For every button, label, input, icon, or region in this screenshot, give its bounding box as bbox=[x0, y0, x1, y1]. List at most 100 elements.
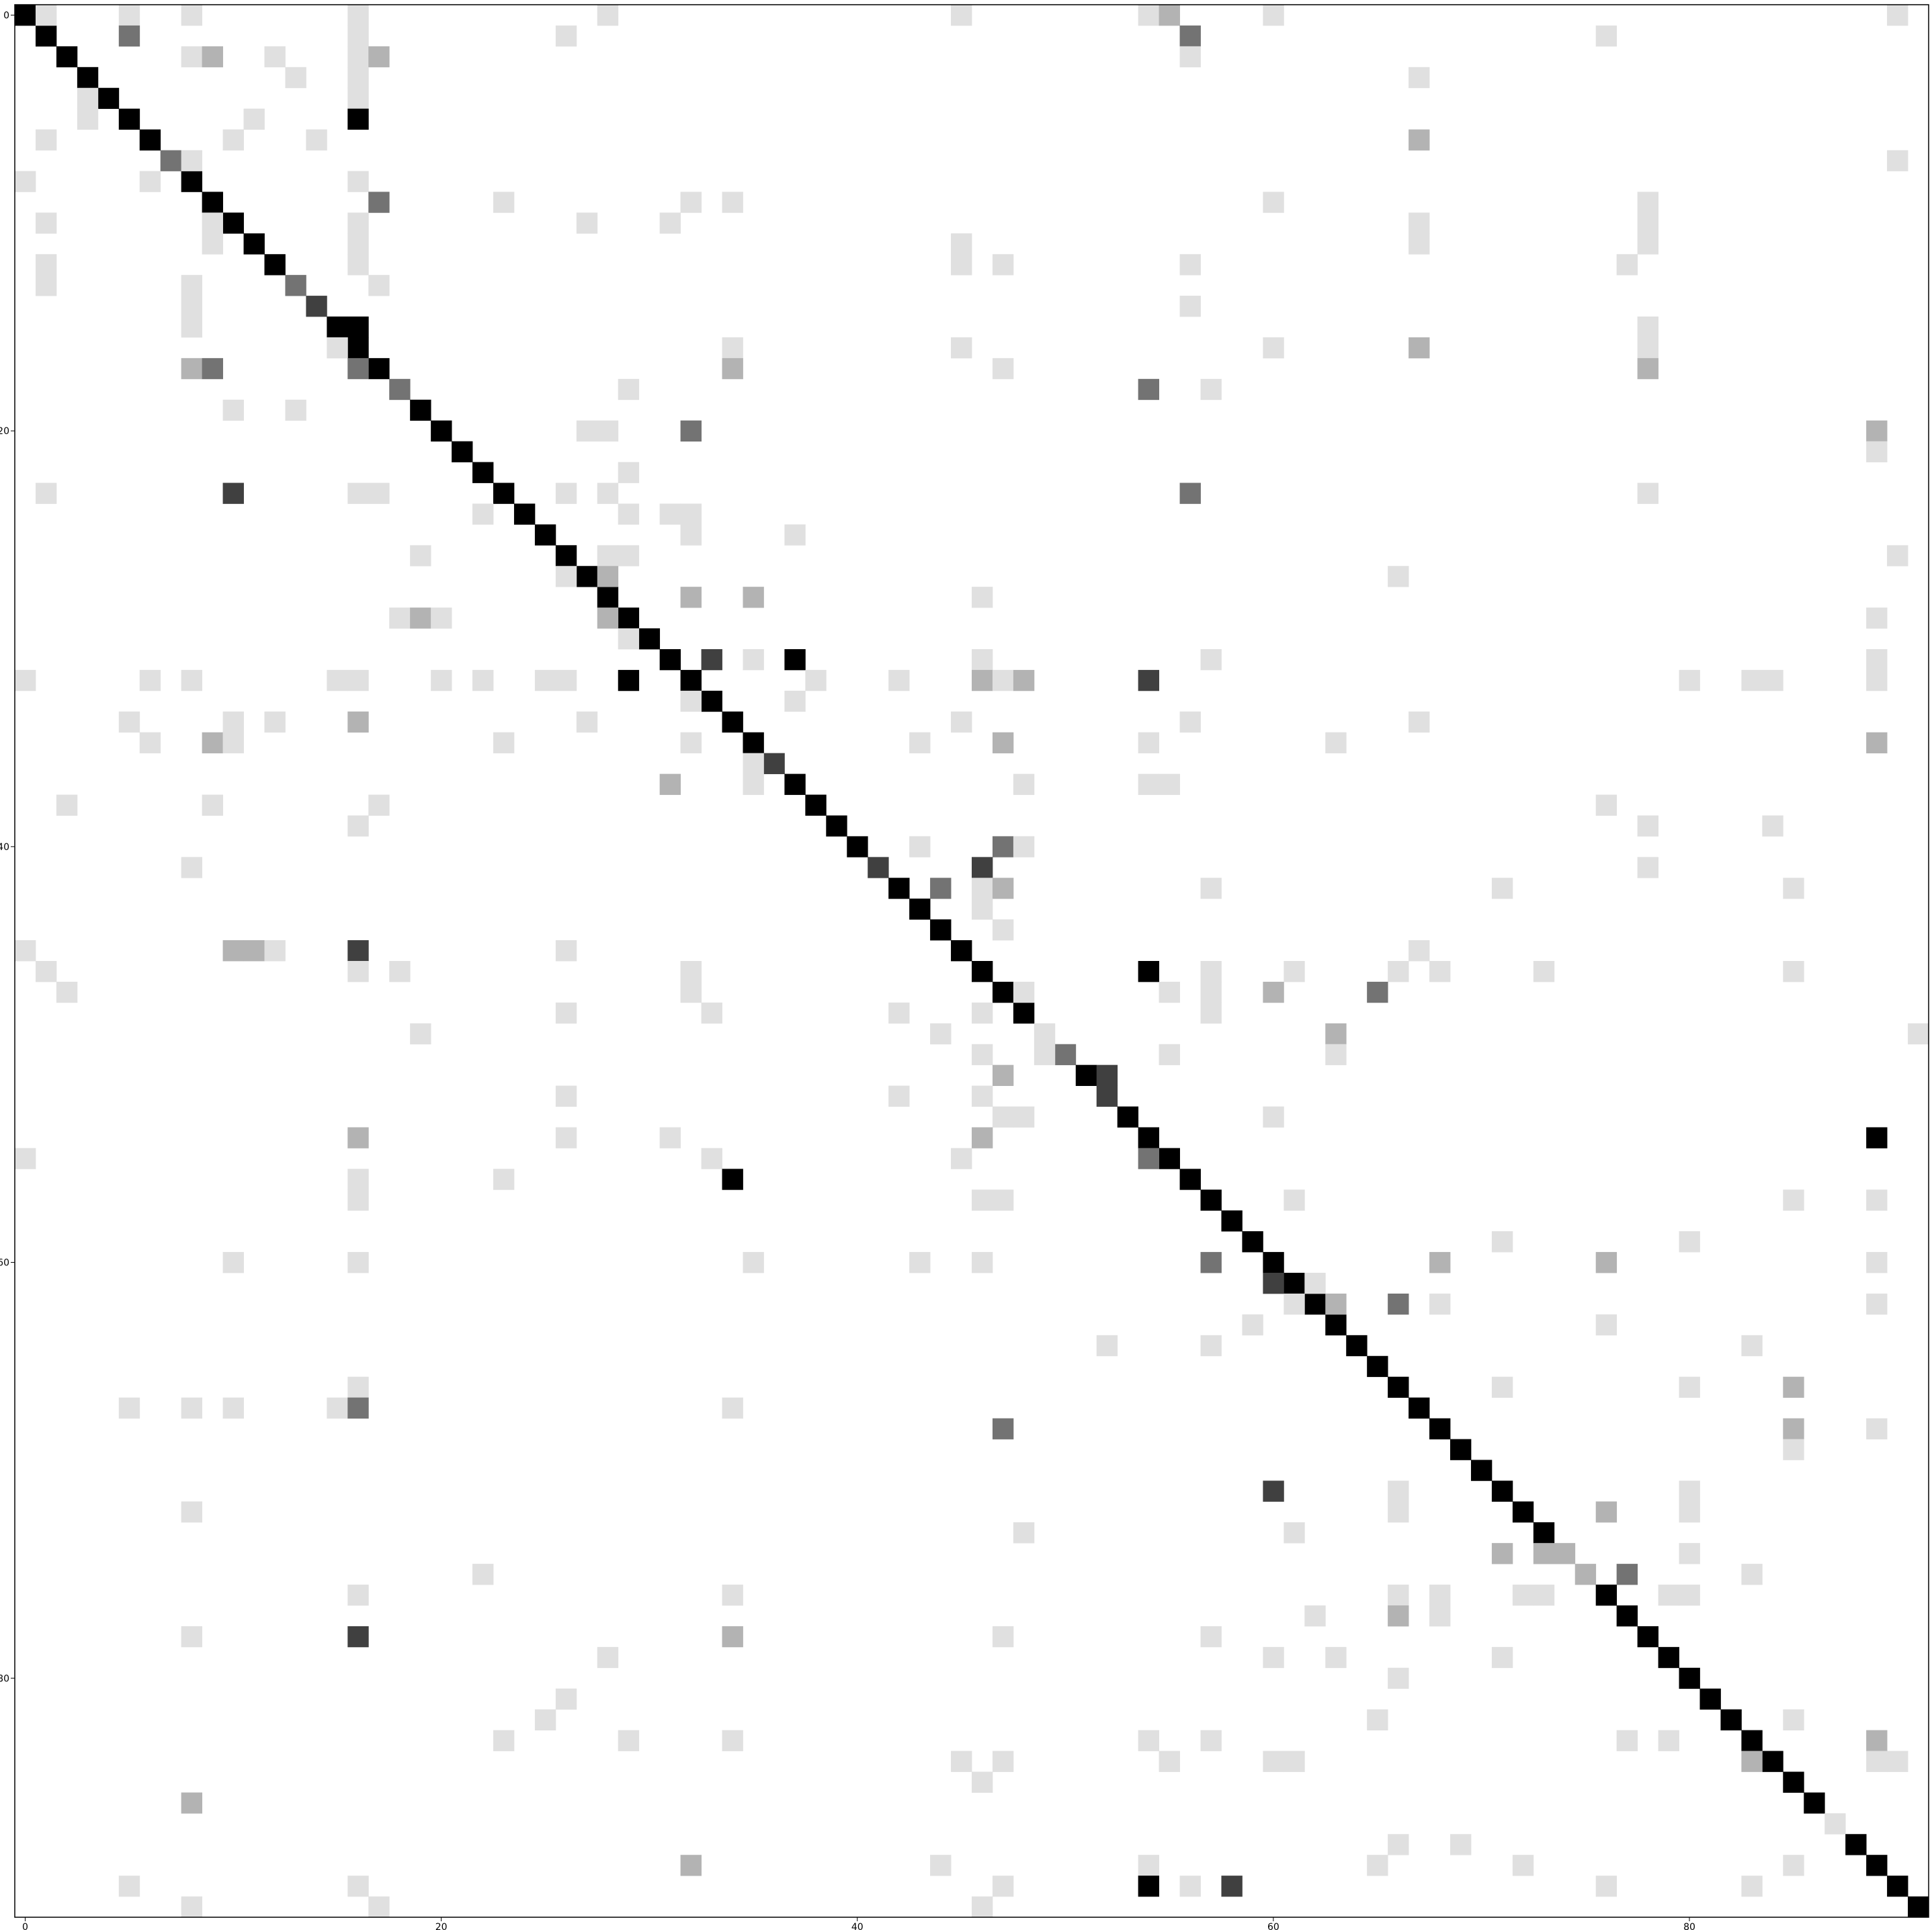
heatmap-cell bbox=[181, 46, 203, 68]
heatmap-cell bbox=[1595, 1314, 1618, 1336]
heatmap-cell bbox=[972, 1085, 993, 1107]
heatmap-cell bbox=[576, 212, 598, 234]
heatmap-cell bbox=[1200, 1730, 1222, 1751]
y-tick-label: 40 bbox=[0, 842, 9, 853]
heatmap-cell bbox=[722, 192, 743, 213]
heatmap-cell bbox=[1179, 711, 1201, 733]
heatmap-cell bbox=[1866, 1252, 1888, 1273]
heatmap-cell bbox=[597, 482, 619, 504]
heatmap-cell bbox=[1533, 1522, 1555, 1544]
heatmap-cell bbox=[181, 669, 203, 691]
heatmap-cell bbox=[743, 753, 764, 774]
heatmap-cell bbox=[555, 1085, 577, 1107]
heatmap-cell bbox=[327, 317, 348, 338]
heatmap-cell bbox=[1263, 981, 1284, 1003]
heatmap-cell bbox=[722, 337, 743, 359]
heatmap-cell bbox=[347, 669, 369, 691]
heatmap-cell bbox=[1284, 1189, 1305, 1211]
heatmap-cell bbox=[659, 212, 681, 234]
heatmap-cell bbox=[638, 628, 661, 650]
heatmap-cell bbox=[347, 940, 369, 962]
heatmap-cell bbox=[1263, 1751, 1284, 1772]
heatmap-cell bbox=[1159, 1751, 1180, 1772]
heatmap-cell bbox=[972, 669, 993, 691]
heatmap-cell bbox=[1054, 1044, 1077, 1066]
heatmap-cell bbox=[618, 669, 640, 691]
heatmap-cell bbox=[1388, 1293, 1409, 1315]
heatmap-cell bbox=[181, 150, 203, 171]
heatmap-cell bbox=[35, 25, 57, 47]
heatmap-cell bbox=[1595, 25, 1618, 47]
heatmap-cell bbox=[1200, 878, 1222, 899]
heatmap-cell bbox=[992, 981, 1014, 1003]
heatmap-cell bbox=[1637, 192, 1658, 213]
heatmap-cell bbox=[618, 628, 640, 650]
heatmap-cell bbox=[618, 545, 640, 567]
heatmap-cell bbox=[139, 129, 161, 151]
heatmap-cell bbox=[555, 1002, 577, 1024]
heatmap-cell bbox=[181, 317, 203, 338]
heatmap-cell bbox=[784, 524, 806, 546]
heatmap-cell bbox=[1491, 1646, 1513, 1669]
heatmap-cell bbox=[743, 1252, 764, 1273]
heatmap-cell bbox=[1409, 67, 1430, 89]
heatmap-cell bbox=[1409, 711, 1430, 733]
heatmap-cell bbox=[1866, 1189, 1888, 1211]
heatmap-cell bbox=[1096, 1085, 1118, 1107]
heatmap-cell bbox=[930, 1855, 952, 1876]
heatmap-cell bbox=[35, 482, 57, 504]
heatmap-cell bbox=[972, 1002, 993, 1024]
heatmap-cell bbox=[597, 545, 619, 567]
heatmap-cell bbox=[202, 192, 223, 213]
heatmap-cell bbox=[888, 1085, 910, 1107]
heatmap-cell bbox=[56, 46, 78, 68]
heatmap-cell bbox=[181, 358, 203, 380]
heatmap-cell bbox=[992, 1751, 1014, 1772]
heatmap-cell bbox=[202, 358, 223, 380]
heatmap-cell bbox=[597, 607, 619, 629]
heatmap-cell bbox=[1200, 1189, 1222, 1211]
heatmap-cell bbox=[77, 87, 99, 110]
heatmap-cell bbox=[722, 1169, 743, 1190]
heatmap-cell bbox=[1138, 1876, 1160, 1897]
heatmap-cell bbox=[743, 648, 764, 671]
heatmap-cell bbox=[680, 420, 702, 442]
heatmap-cell bbox=[555, 25, 577, 47]
heatmap-cell bbox=[1388, 961, 1409, 982]
heatmap-cell bbox=[285, 399, 306, 421]
heatmap-cell bbox=[1491, 878, 1513, 899]
heatmap-cell bbox=[1679, 669, 1700, 691]
heatmap-cell bbox=[347, 482, 369, 504]
heatmap-cell bbox=[992, 254, 1014, 276]
heatmap-cell bbox=[1263, 192, 1284, 213]
heatmap-cell bbox=[1138, 1127, 1160, 1148]
heatmap-cell bbox=[1679, 1585, 1700, 1606]
heatmap-cell bbox=[1200, 1626, 1222, 1648]
heatmap-cell bbox=[347, 108, 369, 130]
heatmap-cell bbox=[1783, 1439, 1804, 1460]
heatmap-cell bbox=[35, 129, 57, 151]
heatmap-cell bbox=[1242, 1231, 1263, 1253]
heatmap-cell bbox=[1138, 732, 1160, 754]
heatmap-cell bbox=[1595, 1252, 1618, 1273]
heatmap-cell bbox=[1637, 482, 1658, 504]
heatmap-cell bbox=[1450, 1834, 1472, 1855]
heatmap-cell bbox=[1367, 1855, 1388, 1876]
heatmap-cell bbox=[1783, 1418, 1804, 1439]
heatmap-cell bbox=[972, 1771, 993, 1793]
heatmap-cell bbox=[1159, 1148, 1180, 1169]
heatmap-cell bbox=[243, 233, 265, 255]
heatmap-cell bbox=[368, 1896, 390, 1918]
heatmap-cell bbox=[1637, 317, 1658, 338]
x-axis: 0 20 40 60 80 bbox=[22, 1917, 1695, 1930]
heatmap-cell bbox=[1284, 1751, 1305, 1772]
heatmap-cell bbox=[909, 732, 931, 754]
heatmap-cell bbox=[1658, 1646, 1679, 1669]
heatmap-cell bbox=[1783, 1855, 1804, 1876]
heatmap-cell bbox=[1658, 1730, 1679, 1751]
heatmap-cell bbox=[181, 5, 203, 26]
heatmap-cell bbox=[1741, 1751, 1763, 1772]
heatmap-cell bbox=[222, 482, 244, 504]
x-tick-label: 20 bbox=[435, 1922, 448, 1930]
heatmap-cell bbox=[701, 1002, 722, 1024]
